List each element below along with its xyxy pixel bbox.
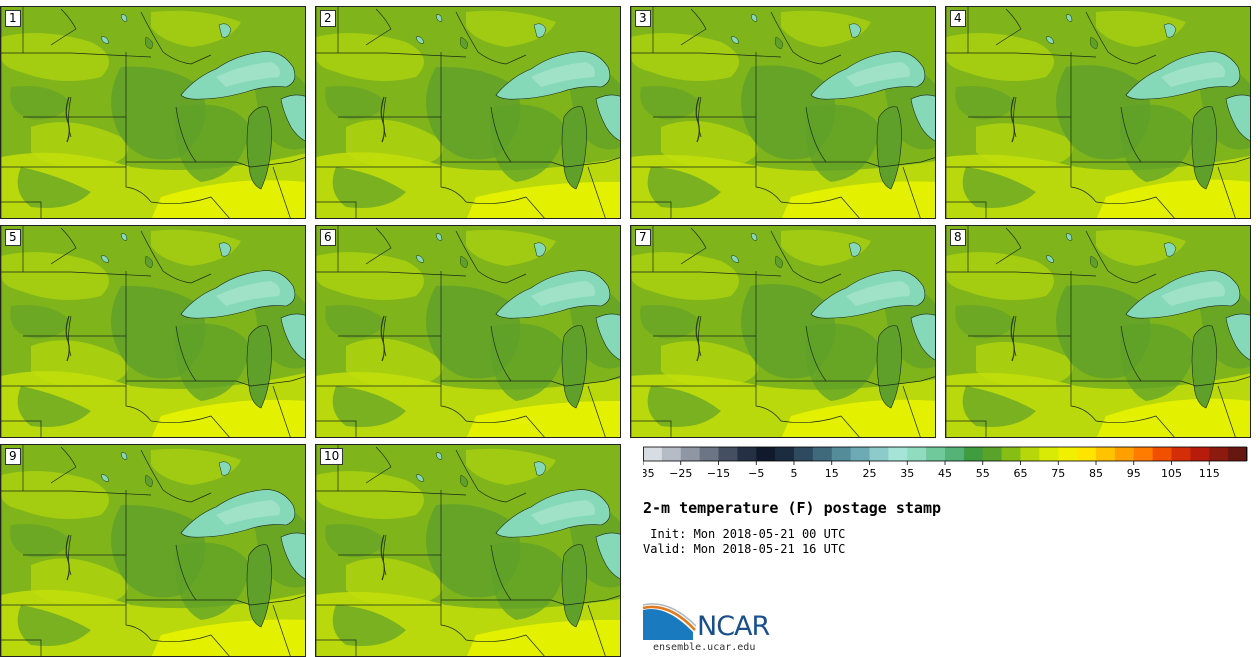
member-number-label: 6 <box>320 229 336 246</box>
colorbar-segment <box>661 447 682 461</box>
member-map-panel: 2 <box>315 6 621 219</box>
init-time: Init: Mon 2018-05-21 00 UTC <box>643 527 846 541</box>
colorbar-segment <box>850 447 871 461</box>
colorbar-tick-label: −25 <box>669 467 692 480</box>
colorbar-tick-label: 55 <box>976 467 990 480</box>
ensemble-url: ensemble.ucar.edu <box>653 642 756 653</box>
colorbar-segment <box>831 447 852 461</box>
colorbar-tick-label: 105 <box>1161 467 1182 480</box>
colorbar-segment <box>812 447 833 461</box>
colorbar-tick-label: 115 <box>1199 467 1220 480</box>
colorbar-segment <box>1058 447 1078 461</box>
colorbar-segment <box>1133 447 1154 461</box>
colorbar-segment <box>1190 447 1210 461</box>
colorbar-segment <box>945 447 965 461</box>
member-number-label: 10 <box>320 448 344 465</box>
colorbar-segment <box>737 447 757 461</box>
colorbar-tick-label: 15 <box>825 467 839 480</box>
colorbar-segment <box>794 447 814 461</box>
colorbar-tick-label: 5 <box>791 467 798 480</box>
member-map-panel: 6 <box>315 225 621 438</box>
colorbar-segment <box>963 447 984 461</box>
member-map-panel: 9 <box>0 444 306 657</box>
member-number-label: 7 <box>635 229 651 246</box>
member-map-panel: 1 <box>0 6 306 219</box>
member-number-label: 9 <box>5 448 21 465</box>
colorbar-segment <box>1096 447 1116 461</box>
member-map-panel: 5 <box>0 225 306 438</box>
colorbar-tick-label: 75 <box>1051 467 1065 480</box>
temperature-colorbar: −35 −25 −15 −5 5 15 25 35 45 55 65 75 85 95 105 115 <box>643 446 1248 480</box>
colorbar-tick-label: 85 <box>1089 467 1103 480</box>
colorbar-tick-label: −35 <box>643 467 655 480</box>
colorbar-segment <box>699 447 720 461</box>
colorbar-tick-label: 45 <box>938 467 952 480</box>
member-number-label: 8 <box>950 229 966 246</box>
product-title: 2-m temperature (F) postage stamp <box>643 499 942 517</box>
colorbar-segment <box>643 447 663 461</box>
member-number-label: 3 <box>635 10 651 27</box>
member-number-label: 4 <box>950 10 966 27</box>
colorbar-tick-label: −5 <box>748 467 764 480</box>
colorbar-tick-label: 95 <box>1127 467 1141 480</box>
valid-time: Valid: Mon 2018-05-21 16 UTC <box>643 542 846 556</box>
colorbar-segment <box>1039 447 1059 461</box>
colorbar-segment <box>982 447 1003 461</box>
member-map-panel: 4 <box>945 6 1251 219</box>
member-map-panel: 7 <box>630 225 936 438</box>
colorbar-segment <box>1114 447 1135 461</box>
colorbar-segment <box>926 447 946 461</box>
colorbar-segment <box>1209 447 1229 461</box>
member-number-label: 2 <box>320 10 336 27</box>
colorbar-segment <box>907 447 927 461</box>
member-map-panel: 3 <box>630 6 936 219</box>
colorbar-segment <box>1077 447 1097 461</box>
colorbar-tick-label: 65 <box>1014 467 1028 480</box>
member-map-panel: 10 <box>315 444 621 657</box>
member-number-label: 5 <box>5 229 21 246</box>
colorbar-segment <box>718 447 738 461</box>
colorbar-segment <box>1171 447 1191 461</box>
colorbar-segment <box>869 447 889 461</box>
colorbar-tick-label: −15 <box>707 467 730 480</box>
colorbar-segment <box>1228 447 1248 461</box>
member-number-label: 1 <box>5 10 21 27</box>
colorbar-segment <box>888 447 908 461</box>
colorbar-segment <box>680 447 701 461</box>
ncar-logo-icon <box>642 603 697 640</box>
member-map-panel: 8 <box>945 225 1251 438</box>
colorbar-tick-label: 25 <box>863 467 877 480</box>
ncar-logo-text: NCAR <box>697 611 770 642</box>
colorbar-segment <box>775 447 795 461</box>
colorbar-segment <box>756 447 776 461</box>
colorbar-segment <box>1152 447 1173 461</box>
colorbar-segment <box>1001 447 1022 461</box>
colorbar-segment <box>1020 447 1040 461</box>
colorbar-tick-label: 35 <box>900 467 914 480</box>
